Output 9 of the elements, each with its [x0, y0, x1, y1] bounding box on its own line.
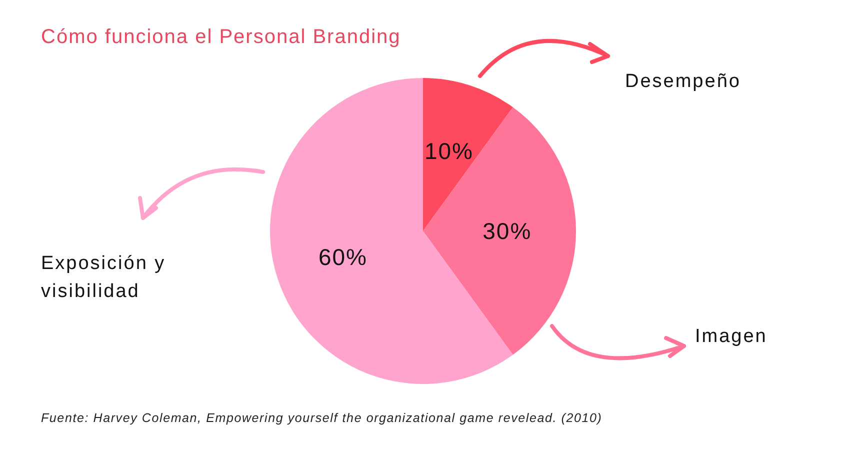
slice-label: Exposición y visibilidad: [41, 252, 166, 302]
legend-label: Imagen: [695, 326, 768, 346]
data-label: 60%: [318, 244, 368, 270]
slice-label: Desempeño: [625, 70, 741, 92]
data-label: 10%: [424, 138, 474, 164]
pie-slice: [423, 107, 576, 355]
data-label: 30%: [482, 218, 532, 244]
chart-title: Cómo funciona el Personal Branding: [41, 26, 401, 49]
source-note: Fuente: Harvey Coleman, Empowering yourself the organizational game revelead. (2010): [41, 411, 602, 425]
